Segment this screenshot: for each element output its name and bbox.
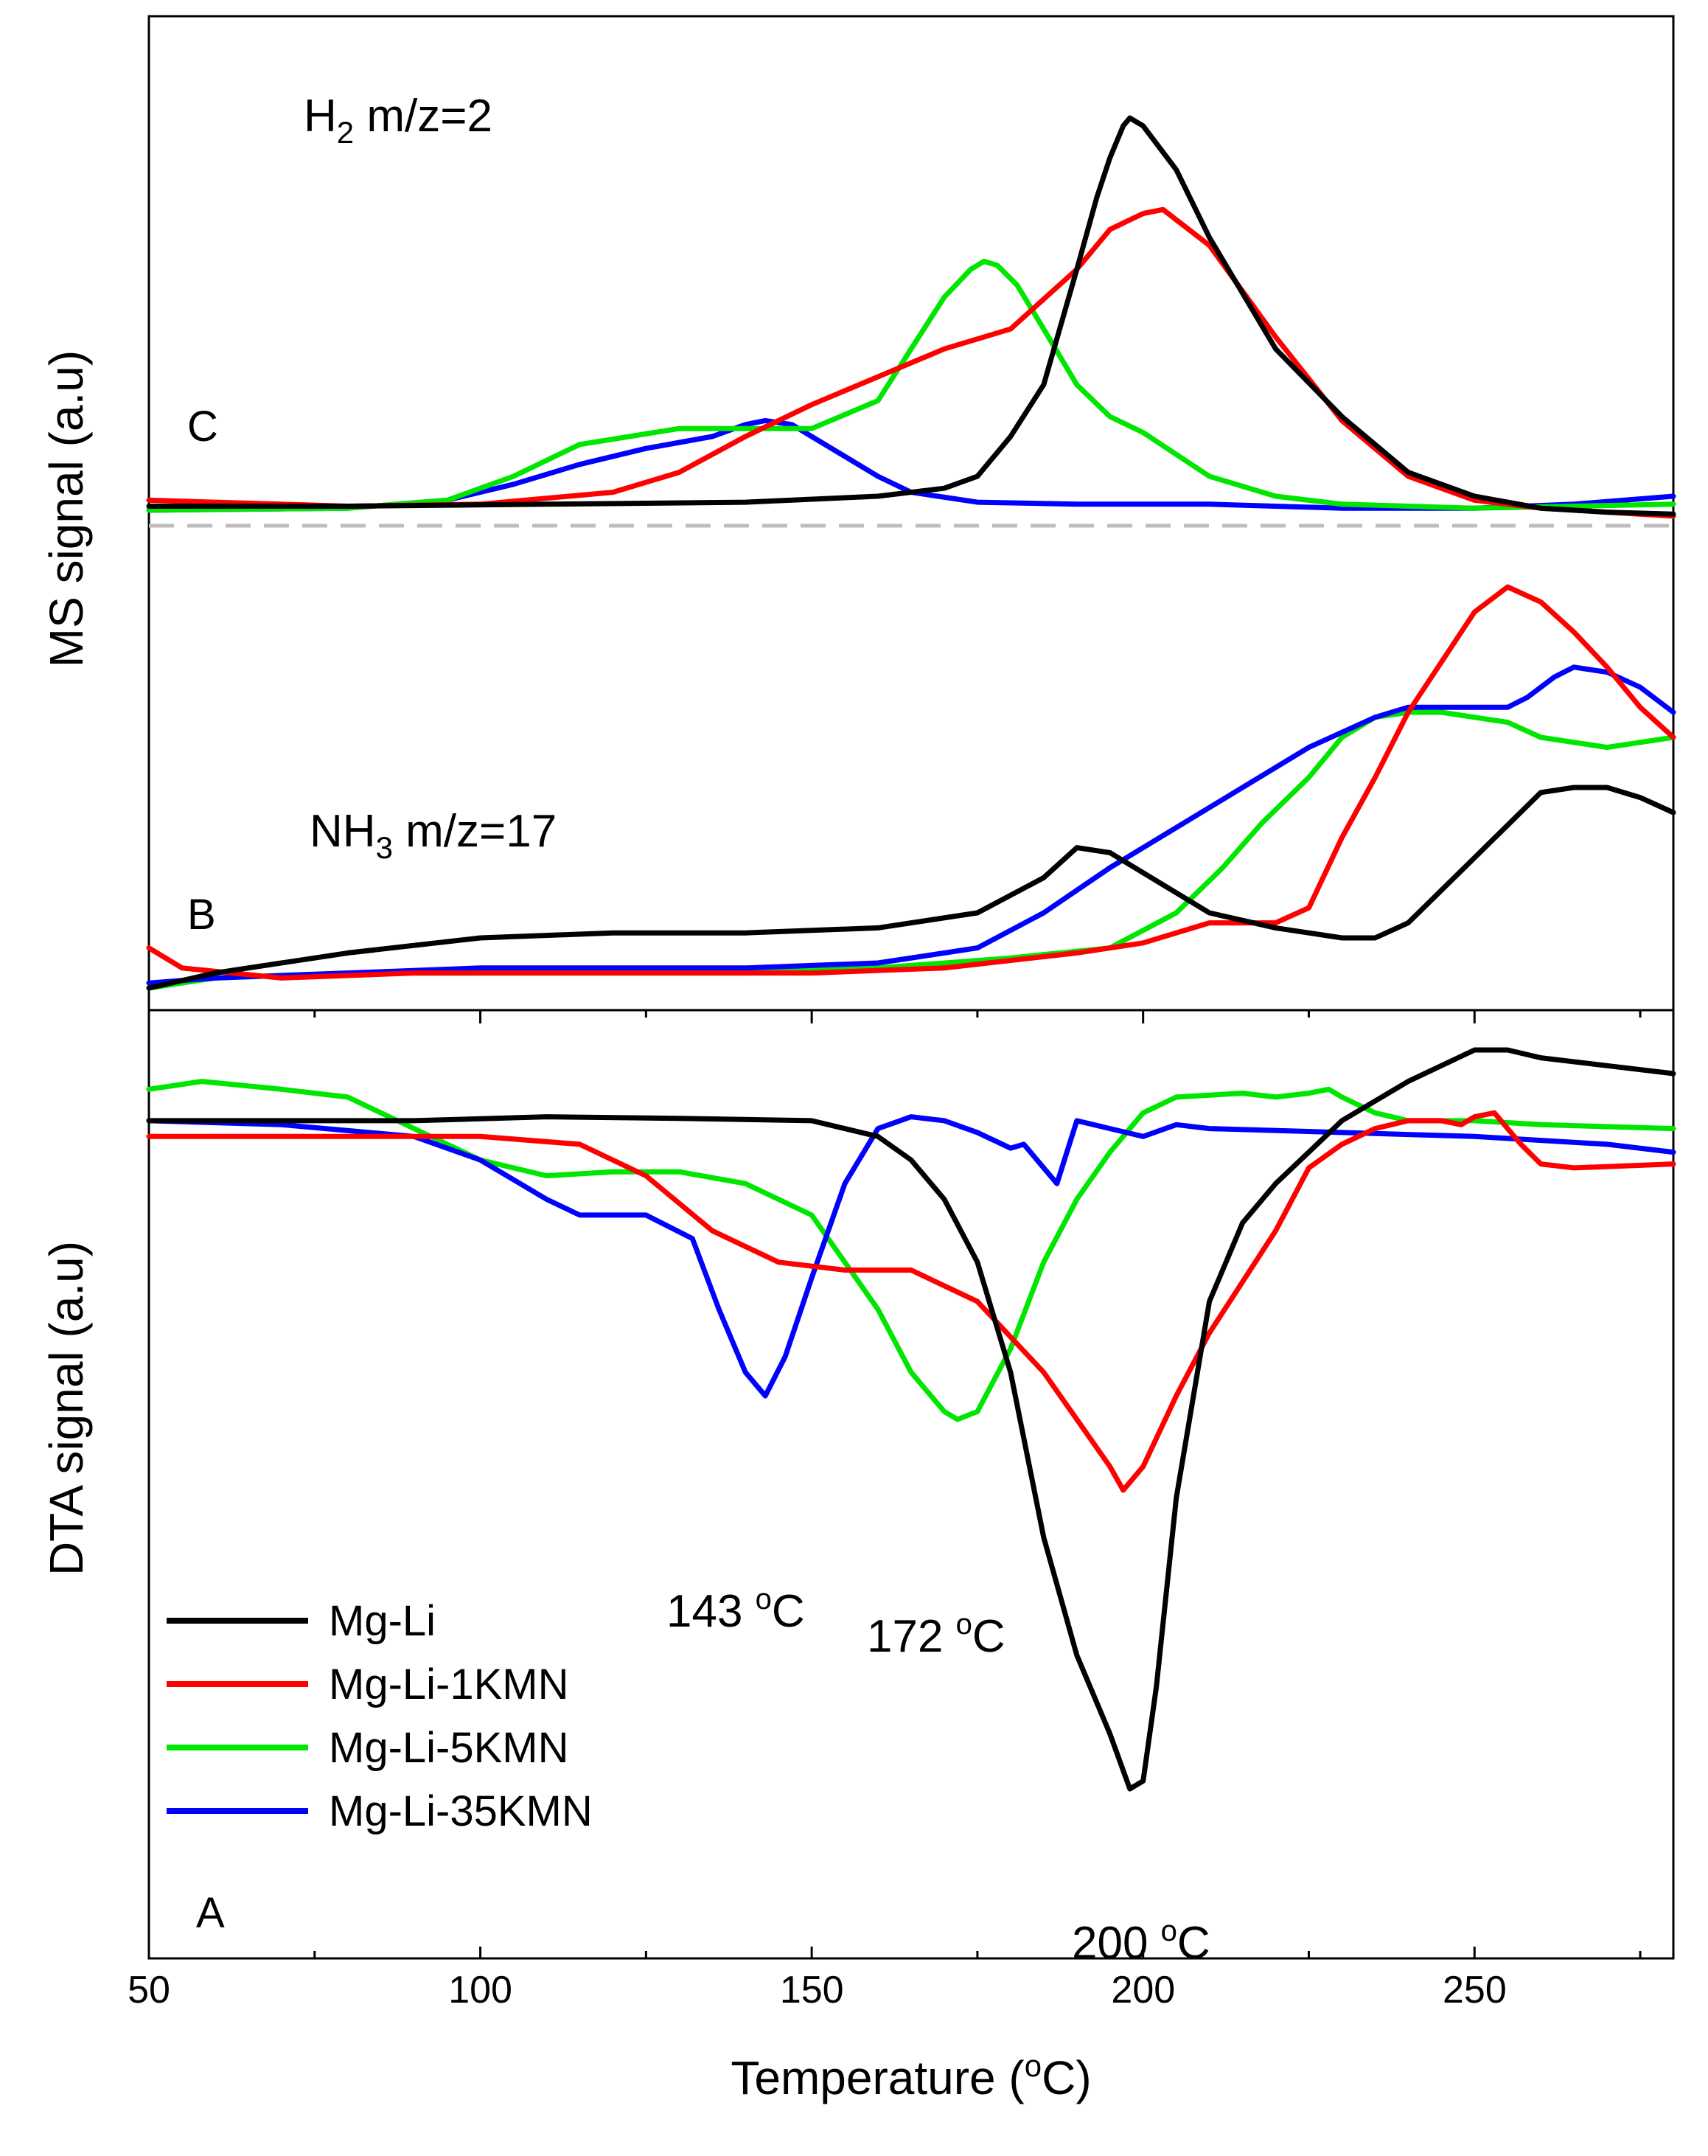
- peak-unit: C: [1177, 1918, 1210, 1969]
- panel-letter-b: B: [187, 891, 216, 939]
- h2-series-mg-li-1kmn: [146, 206, 1676, 519]
- h2-series-mg-li: [146, 115, 1676, 517]
- x-tick-label: 200: [1111, 1969, 1175, 2011]
- h2-label-main: H: [304, 91, 337, 142]
- nh3-series-mg-li: [146, 785, 1676, 991]
- nh3-series-mg-li-1kmn: [146, 584, 1676, 981]
- x-axis-label: Temperature (oC): [731, 2048, 1091, 2104]
- legend-label: Mg-Li-5KMN: [329, 1724, 569, 1772]
- peak-value: 200: [1072, 1918, 1161, 1969]
- panel-letter-a: A: [196, 1889, 225, 1937]
- dta-series-mg-li-35kmn: [146, 1114, 1676, 1399]
- peak-unit: C: [772, 1586, 805, 1637]
- peak-annotation-143: 143 oC: [666, 1583, 805, 1637]
- legend: Mg-Li Mg-Li-1KMN Mg-Li-5KMN Mg-Li-35KMN: [167, 1597, 593, 1835]
- panel-letter-c: C: [187, 403, 218, 451]
- peak-value: 143: [666, 1586, 756, 1637]
- h2-label-rest: m/z=2: [354, 91, 492, 142]
- dta-y-axis-label: DTA signal (a.u): [40, 1241, 93, 1576]
- nh3-label-main: NH: [310, 806, 376, 857]
- legend-label: Mg-Li: [329, 1597, 436, 1645]
- nh3-series-mg-li-35kmn: [146, 664, 1676, 986]
- x-tick-label: 150: [780, 1969, 844, 2011]
- h2-curves: [146, 115, 1676, 519]
- nh3-label-rest: m/z=17: [393, 806, 557, 857]
- x-axis-label-suffix: C): [1042, 2051, 1092, 2104]
- x-axis-label-prefix: Temperature (: [731, 2051, 1024, 2104]
- nh3-label-sub: 3: [376, 830, 393, 865]
- x-axis-label-sup: o: [1025, 2048, 1042, 2083]
- dta-series-mg-li-5kmn: [146, 1079, 1676, 1422]
- dta-series-mg-li: [146, 1047, 1676, 1792]
- nh3-series-label: NH3 m/z=17: [310, 806, 557, 865]
- peak-unit: C: [972, 1611, 1005, 1662]
- dta-curves: [146, 1047, 1676, 1792]
- x-axis-ticks: [147, 1010, 1642, 1958]
- h2-series-label: H2 m/z=2: [304, 91, 492, 150]
- nh3-curves: [146, 584, 1676, 991]
- ms-y-axis-label: MS signal (a.u): [40, 350, 93, 667]
- h2-label-sub: 2: [337, 115, 354, 150]
- peak-annotation-172: 172 oC: [867, 1608, 1005, 1662]
- x-tick-label: 50: [128, 1969, 170, 2011]
- h2-series-mg-li-35kmn: [146, 417, 1676, 513]
- peak-value: 172: [867, 1611, 956, 1662]
- peak-sup: o: [956, 1608, 972, 1641]
- peak-sup: o: [756, 1583, 772, 1616]
- legend-label: Mg-Li-1KMN: [329, 1661, 569, 1708]
- peak-annotation-200: 200 oC: [1072, 1915, 1210, 1969]
- dta-series-mg-li-1kmn: [146, 1110, 1676, 1493]
- legend-label: Mg-Li-35KMN: [329, 1787, 593, 1835]
- x-tick-label: 100: [448, 1969, 512, 2011]
- x-tick-label: 250: [1443, 1969, 1507, 2011]
- h2-series-mg-li-5kmn: [146, 258, 1676, 513]
- peak-sup: o: [1161, 1915, 1177, 1947]
